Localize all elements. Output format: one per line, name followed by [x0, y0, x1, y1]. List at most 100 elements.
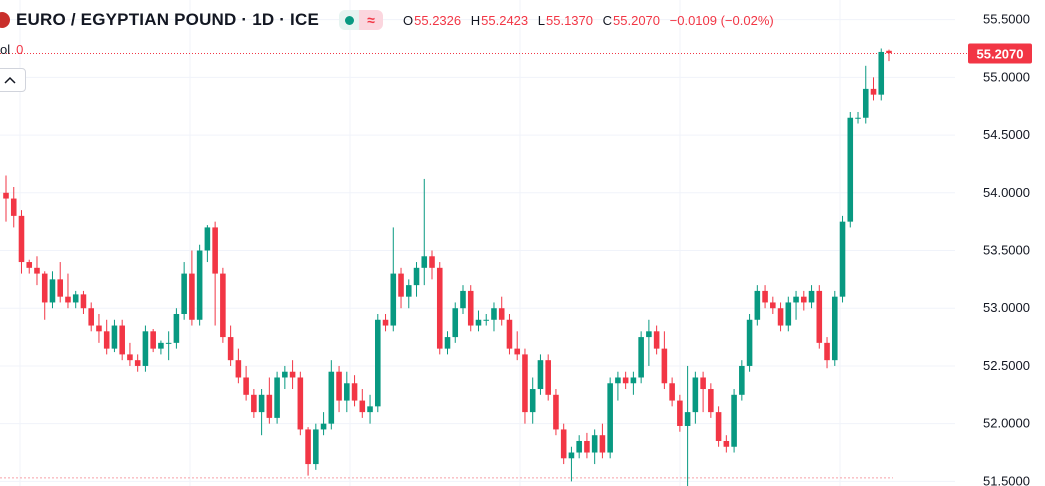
candle-body[interactable] — [808, 290, 815, 303]
candle-body[interactable] — [212, 227, 218, 274]
candle-body[interactable] — [398, 273, 404, 297]
candle[interactable] — [375, 313, 381, 413]
candle-body[interactable] — [553, 394, 559, 430]
candle-body[interactable] — [669, 383, 675, 401]
candle-body[interactable] — [320, 423, 327, 430]
candle-body[interactable] — [436, 267, 443, 349]
candle[interactable] — [816, 285, 823, 349]
candle[interactable] — [669, 377, 675, 407]
collapse-legend-button[interactable] — [0, 68, 26, 92]
candle[interactable] — [243, 365, 249, 401]
candles[interactable] — [3, 48, 892, 486]
candle[interactable] — [522, 348, 528, 424]
candle[interactable] — [870, 77, 877, 101]
candle-body[interactable] — [227, 337, 234, 361]
candle[interactable] — [731, 389, 737, 453]
candle[interactable] — [26, 259, 33, 274]
candle-body[interactable] — [258, 394, 265, 413]
candle-body[interactable] — [429, 256, 435, 268]
candle[interactable] — [336, 365, 342, 413]
candle-body[interactable] — [777, 308, 784, 326]
candle[interactable] — [831, 290, 838, 366]
candle-body[interactable] — [646, 331, 652, 338]
candle-body[interactable] — [134, 360, 141, 366]
candle[interactable] — [653, 325, 660, 355]
candle-body[interactable] — [855, 117, 861, 119]
candle-body[interactable] — [173, 313, 180, 343]
candle-body[interactable] — [886, 50, 892, 54]
candle[interactable] — [607, 377, 613, 459]
candle-body[interactable] — [220, 273, 226, 338]
candle-body[interactable] — [375, 319, 381, 407]
candle[interactable] — [452, 302, 459, 343]
candle[interactable] — [181, 262, 187, 320]
candle[interactable] — [591, 429, 598, 465]
candle-body[interactable] — [111, 325, 118, 349]
candle-body[interactable] — [785, 302, 792, 326]
candle[interactable] — [65, 273, 71, 309]
candle-body[interactable] — [599, 435, 606, 453]
candle[interactable] — [708, 383, 714, 418]
candle[interactable] — [545, 354, 551, 401]
symbol-title[interactable]: EURO / EGYPTIAN POUND · 1D · ICE — [16, 10, 319, 29]
candle[interactable] — [80, 290, 87, 314]
candle-body[interactable] — [460, 290, 466, 309]
candle-body[interactable] — [801, 296, 807, 303]
candle-body[interactable] — [560, 429, 567, 459]
candle[interactable] — [88, 302, 94, 332]
candle-body[interactable] — [483, 319, 490, 321]
candle-body[interactable] — [18, 215, 25, 263]
candle-body[interactable] — [576, 440, 582, 453]
candle-body[interactable] — [491, 308, 497, 320]
candle-body[interactable] — [351, 383, 358, 401]
candle[interactable] — [150, 329, 156, 353]
candle[interactable] — [305, 427, 311, 476]
candle-body[interactable] — [793, 296, 799, 303]
candle[interactable] — [537, 354, 544, 395]
candle-body[interactable] — [731, 394, 737, 447]
candle[interactable] — [390, 227, 397, 332]
candle-body[interactable] — [189, 273, 195, 320]
candle-body[interactable] — [344, 383, 350, 401]
candle[interactable] — [723, 435, 730, 453]
candle-body[interactable] — [235, 360, 242, 378]
candle[interactable] — [576, 435, 582, 459]
candle-body[interactable] — [196, 250, 203, 320]
candle[interactable] — [684, 365, 691, 486]
candle-body[interactable] — [305, 429, 311, 465]
candle[interactable] — [483, 313, 490, 326]
candle-body[interactable] — [413, 267, 420, 286]
candle[interactable] — [49, 271, 56, 309]
candle[interactable] — [436, 262, 443, 355]
candle-body[interactable] — [282, 371, 288, 378]
candle[interactable] — [235, 348, 242, 384]
candle[interactable] — [405, 279, 412, 309]
candle-body[interactable] — [870, 88, 877, 95]
candle-body[interactable] — [630, 377, 637, 384]
candle[interactable] — [855, 111, 861, 124]
candle[interactable] — [739, 360, 745, 401]
candle[interactable] — [189, 250, 195, 326]
candle-body[interactable] — [615, 377, 621, 384]
candle-body[interactable] — [150, 331, 156, 349]
candle-body[interactable] — [824, 342, 830, 361]
candle-body[interactable] — [708, 389, 714, 413]
candle[interactable] — [96, 313, 102, 343]
candle[interactable] — [847, 111, 854, 228]
candle-body[interactable] — [158, 342, 164, 349]
candle-body[interactable] — [313, 429, 319, 465]
candle-body[interactable] — [3, 192, 9, 199]
candle[interactable] — [196, 244, 203, 326]
candle-body[interactable] — [467, 290, 474, 326]
candle[interactable] — [777, 302, 784, 332]
candle-body[interactable] — [181, 273, 187, 314]
candle-body[interactable] — [359, 400, 366, 413]
candle-body[interactable] — [72, 294, 79, 303]
candle-body[interactable] — [165, 342, 172, 344]
candle-body[interactable] — [754, 290, 761, 320]
candle[interactable] — [57, 262, 64, 303]
candle-body[interactable] — [638, 337, 644, 378]
candle-body[interactable] — [119, 325, 125, 355]
candle-body[interactable] — [746, 319, 753, 366]
candle-body[interactable] — [266, 394, 273, 418]
